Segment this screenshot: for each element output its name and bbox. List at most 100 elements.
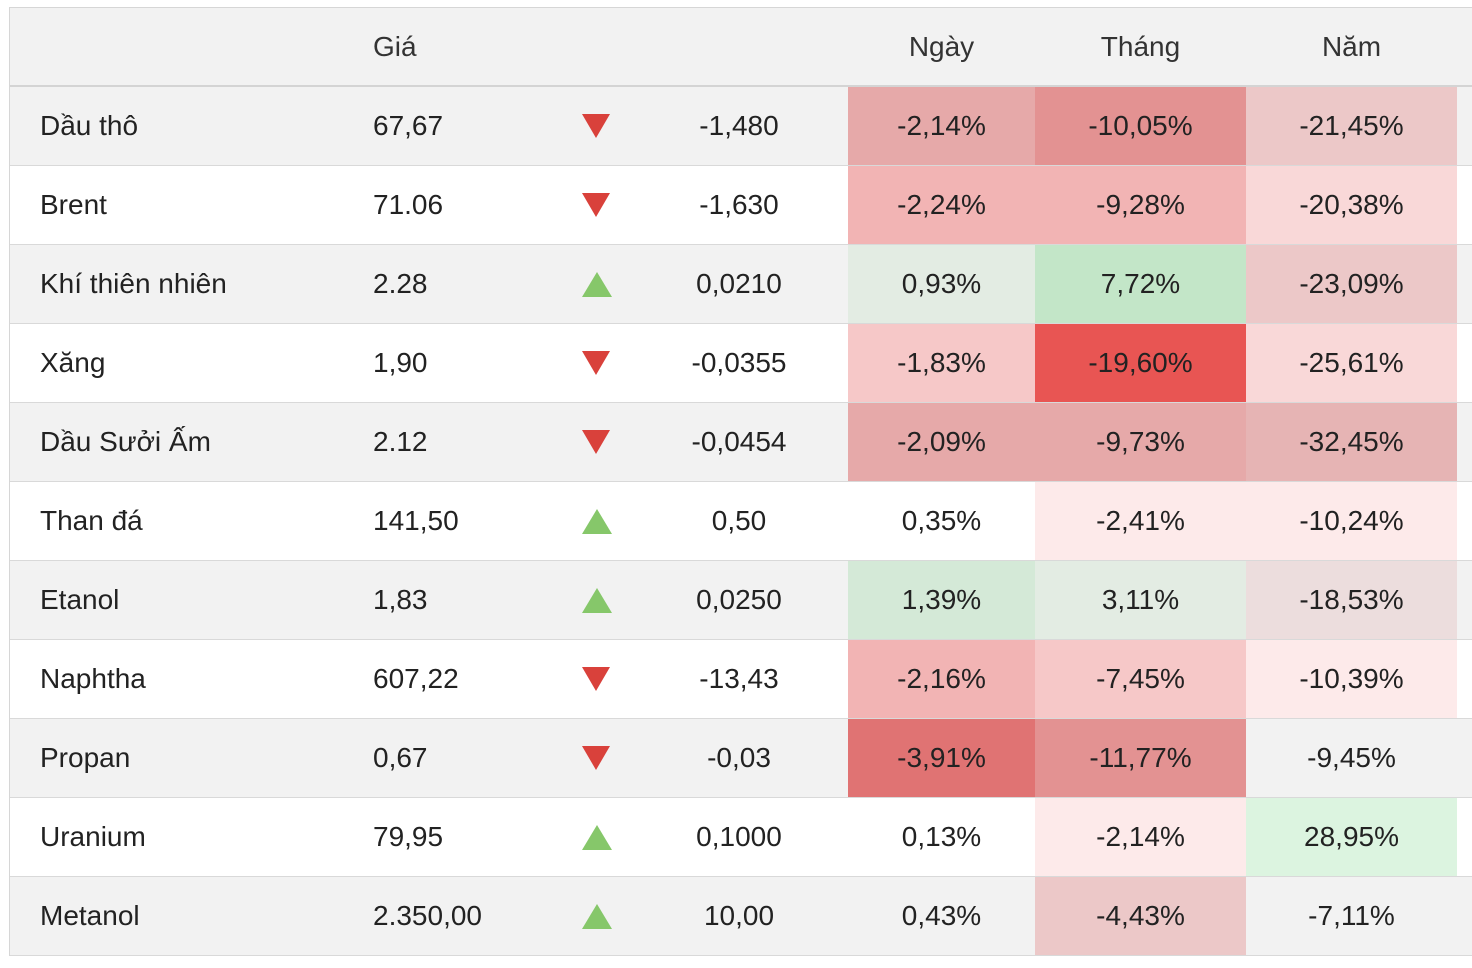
header-month[interactable]: Tháng [1100, 30, 1181, 62]
triangle-down-icon [582, 746, 610, 770]
table-row[interactable]: Metanol 2.350,00 10,00 0,43% -4,43% -7,11% [10, 877, 1472, 956]
day-percent-cell: -2,09% [848, 403, 1035, 481]
price-cell: 2.28 [373, 268, 428, 299]
direction-cell [562, 403, 630, 481]
table-row[interactable]: Etanol 1,83 0,0250 1,39% 3,11% -18,53% [10, 561, 1472, 640]
commodity-table: Giá Ngày Tháng Năm Dầu thô 67,67 -1,480 -2,… [9, 7, 1472, 956]
price-cell: 607,22 [373, 663, 459, 694]
change-cell: -1,480 [699, 110, 779, 141]
price-cell: 1,83 [373, 584, 428, 615]
price-cell: 2.12 [373, 426, 428, 457]
year-percent-cell: -9,45% [1246, 719, 1457, 797]
triangle-down-icon [582, 193, 610, 217]
commodity-name-link[interactable]: Uranium [40, 821, 146, 852]
day-percent-cell: -1,83% [848, 324, 1035, 402]
day-percent-cell: 0,35% [848, 482, 1035, 560]
year-percent-cell: -10,24% [1246, 482, 1457, 560]
day-percent-cell: -2,24% [848, 166, 1035, 244]
change-cell: 0,50 [711, 505, 767, 536]
change-cell: -1,630 [699, 189, 779, 220]
day-percent-cell: -3,91% [848, 719, 1035, 797]
table-row[interactable]: Dầu thô 67,67 -1,480 -2,14% -10,05% -21,45% [10, 87, 1472, 166]
month-percent-cell: -10,05% [1035, 87, 1246, 165]
triangle-up-icon [582, 824, 612, 850]
header-arrow [562, 8, 630, 85]
commodity-name-link[interactable]: Propan [40, 742, 131, 773]
change-cell: 0,0250 [696, 584, 782, 615]
price-cell: 67,67 [373, 110, 444, 141]
price-cell: 79,95 [373, 821, 444, 852]
month-percent-cell: -11,77% [1035, 719, 1246, 797]
direction-cell [562, 245, 630, 323]
table-row[interactable]: Khí thiên nhiên 2.28 0,0210 0,93% 7,72% -23,0… [10, 245, 1472, 324]
month-percent-cell: -9,28% [1035, 166, 1246, 244]
table-row[interactable]: Brent 71.06 -1,630 -2,24% -9,28% -20,38% [10, 166, 1472, 245]
commodity-name-link[interactable]: Xăng [40, 347, 106, 378]
direction-cell [562, 87, 630, 165]
month-percent-cell: -2,41% [1035, 482, 1246, 560]
year-percent-cell: -10,39% [1246, 640, 1457, 718]
direction-cell [562, 482, 630, 560]
table-row[interactable]: Propan 0,67 -0,03 -3,91% -11,77% -9,45% [10, 719, 1472, 798]
change-cell: 0,1000 [696, 821, 782, 852]
day-percent-cell: -2,16% [848, 640, 1035, 718]
direction-cell [562, 166, 630, 244]
table-row[interactable]: Dầu Sưởi Ấm 2.12 -0,0454 -2,09% -9,73% -32,45… [10, 403, 1472, 482]
header-change [630, 8, 848, 85]
commodity-name-link[interactable]: Brent [40, 189, 107, 220]
change-cell: -0,0454 [691, 426, 787, 457]
triangle-up-icon [582, 587, 612, 613]
direction-cell [562, 719, 630, 797]
table-row[interactable]: Uranium 79,95 0,1000 0,13% -2,14% 28,95% [10, 798, 1472, 877]
table-header-row: Giá Ngày Tháng Năm [10, 8, 1472, 87]
day-percent-cell: 0,13% [848, 798, 1035, 876]
month-percent-cell: -7,45% [1035, 640, 1246, 718]
commodity-name-link[interactable]: Dầu Sưởi Ấm [40, 426, 211, 457]
table-body: Dầu thô 67,67 -1,480 -2,14% -10,05% -21,45% Br… [10, 87, 1472, 956]
commodity-name-link[interactable]: Than đá [40, 505, 143, 536]
commodity-name-link[interactable]: Metanol [40, 900, 140, 931]
year-percent-cell: -32,45% [1246, 403, 1457, 481]
triangle-down-icon [582, 667, 610, 691]
commodity-name-link[interactable]: Etanol [40, 584, 120, 615]
year-percent-cell: -23,09% [1246, 245, 1457, 323]
commodity-name-link[interactable]: Dầu thô [40, 110, 139, 141]
change-cell: -0,03 [707, 742, 771, 773]
header-price[interactable]: Giá [373, 30, 417, 62]
day-percent-cell: 0,43% [848, 877, 1035, 955]
header-day[interactable]: Ngày [908, 30, 975, 62]
price-cell: 141,50 [373, 505, 459, 536]
year-percent-cell: -25,61% [1246, 324, 1457, 402]
price-cell: 0,67 [373, 742, 428, 773]
year-percent-cell: -7,11% [1246, 877, 1457, 955]
direction-cell [562, 324, 630, 402]
direction-cell [562, 561, 630, 639]
month-percent-cell: -19,60% [1035, 324, 1246, 402]
change-cell: -0,0355 [691, 347, 787, 378]
year-percent-cell: -21,45% [1246, 87, 1457, 165]
price-cell: 71.06 [373, 189, 444, 220]
table-row[interactable]: Naphtha 607,22 -13,43 -2,16% -7,45% -10,39% [10, 640, 1472, 719]
direction-cell [562, 877, 630, 955]
month-percent-cell: -9,73% [1035, 403, 1246, 481]
change-cell: 0,0210 [696, 268, 782, 299]
day-percent-cell: 0,93% [848, 245, 1035, 323]
price-cell: 2.350,00 [373, 900, 482, 931]
table-row[interactable]: Than đá 141,50 0,50 0,35% -2,41% -10,24% [10, 482, 1472, 561]
triangle-up-icon [582, 271, 612, 297]
direction-cell [562, 798, 630, 876]
commodity-name-link[interactable]: Khí thiên nhiên [40, 268, 227, 299]
day-percent-cell: 1,39% [848, 561, 1035, 639]
year-percent-cell: -20,38% [1246, 166, 1457, 244]
year-percent-cell: 28,95% [1246, 798, 1457, 876]
header-name [10, 8, 342, 85]
table-row[interactable]: Xăng 1,90 -0,0355 -1,83% -19,60% -25,61% [10, 324, 1472, 403]
month-percent-cell: -4,43% [1035, 877, 1246, 955]
commodity-name-link[interactable]: Naphtha [40, 663, 146, 694]
day-percent-cell: -2,14% [848, 87, 1035, 165]
header-year[interactable]: Năm [1321, 30, 1382, 62]
triangle-up-icon [582, 508, 612, 534]
change-cell: 10,00 [703, 900, 775, 931]
month-percent-cell: -2,14% [1035, 798, 1246, 876]
change-cell: -13,43 [699, 663, 779, 694]
